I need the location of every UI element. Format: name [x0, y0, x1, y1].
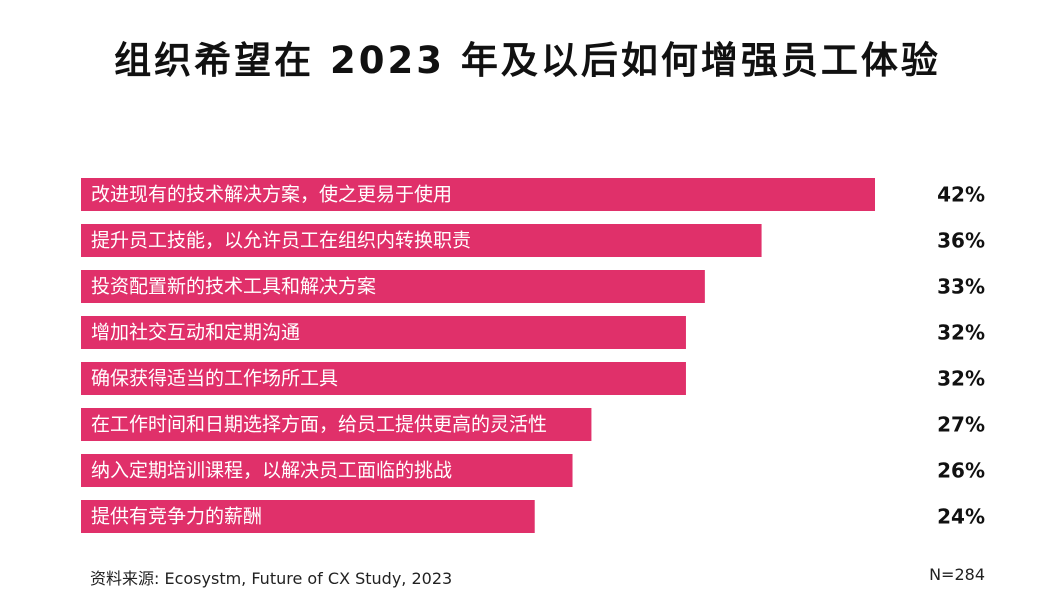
bar-3: [81, 270, 705, 303]
bar-value-label: 27%: [937, 413, 985, 437]
bar-4: [81, 316, 686, 349]
chart-title: 组织希望在 2023 年及以后如何增强员工体验: [114, 39, 941, 82]
bar-8: [81, 500, 535, 533]
bar-6: [81, 408, 592, 441]
sample-size: N=284: [929, 565, 985, 584]
bar-7: [81, 454, 573, 487]
bar-value-label: 32%: [937, 367, 985, 391]
bar-value-label: 32%: [937, 321, 985, 345]
bar-value-label: 36%: [937, 229, 985, 253]
bar-category-label: 确保获得适当的工作场所工具: [91, 368, 338, 390]
source-note: 资料来源: Ecosystm, Future of CX Study, 2023: [90, 569, 453, 588]
bar-5: [81, 362, 686, 395]
bar-category-label: 纳入定期培训课程，以解决员工面临的挑战: [91, 460, 452, 482]
bar-value-label: 42%: [937, 183, 985, 207]
bar-category-label: 提供有竞争力的薪酬: [91, 506, 262, 528]
bar-1: [81, 178, 875, 211]
bar-2: [81, 224, 762, 257]
bar-category-label: 改进现有的技术解决方案，使之更易于使用: [91, 184, 452, 206]
bar-category-label: 投资配置新的技术工具和解决方案: [91, 276, 376, 298]
bar-category-label: 提升员工技能，以允许员工在组织内转换职责: [91, 230, 471, 252]
bar-value-label: 33%: [937, 275, 985, 299]
bar-value-label: 26%: [937, 459, 985, 483]
bar-category-label: 在工作时间和日期选择方面，给员工提供更高的灵活性: [91, 414, 547, 436]
bar-category-label: 增加社交互动和定期沟通: [91, 322, 300, 344]
bar-value-label: 24%: [937, 505, 985, 529]
